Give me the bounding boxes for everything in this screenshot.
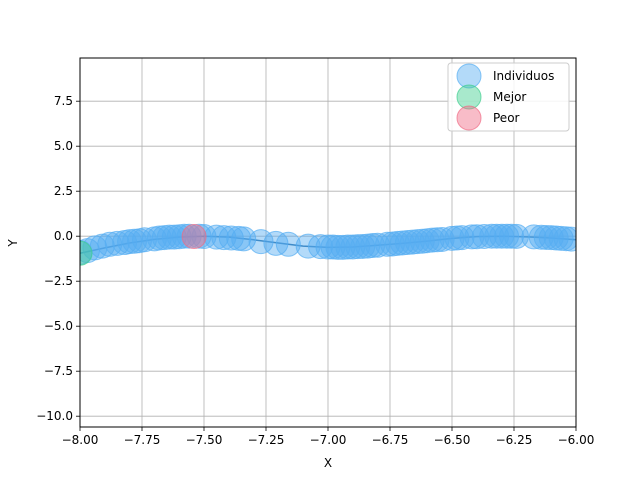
point-individuos — [558, 226, 576, 252]
y-tick-label: −10.0 — [36, 409, 73, 423]
point-individuos — [275, 231, 301, 257]
point-individuos — [365, 232, 391, 258]
x-tick-label: −7.00 — [310, 433, 347, 447]
legend-marker-mejor — [456, 84, 482, 110]
point-individuos — [82, 235, 108, 261]
point-individuos — [503, 223, 529, 249]
x-tick-label: −7.25 — [248, 433, 285, 447]
plot-area — [80, 223, 576, 266]
x-tick-label: −8.00 — [62, 433, 99, 447]
point-mejor — [80, 240, 93, 266]
legend-box — [447, 62, 570, 132]
y-tick-label: −5.0 — [44, 319, 73, 333]
point-individuos — [553, 226, 576, 252]
point-peor — [181, 224, 207, 250]
series-individuos — [80, 223, 576, 265]
point-individuos — [449, 225, 475, 251]
y-tick-label: −7.5 — [44, 364, 73, 378]
y-axis-label: Y — [6, 239, 20, 248]
legend-label-peor: Peor — [493, 111, 520, 125]
x-tick-label: −6.25 — [496, 433, 533, 447]
legend-marker-individuos — [456, 63, 482, 89]
point-individuos — [211, 225, 237, 251]
legend-label-mejor: Mejor — [493, 90, 526, 104]
y-tick-label: 7.5 — [54, 94, 73, 108]
x-tick-label: −7.50 — [186, 433, 223, 447]
x-tick-label: −7.75 — [124, 433, 161, 447]
series-peor — [181, 224, 207, 250]
y-tick-label: 2.5 — [54, 184, 73, 198]
x-axis-label: X — [324, 456, 332, 470]
x-tick-label: −6.50 — [434, 433, 471, 447]
legend-marker-peor — [456, 105, 482, 131]
x-tick-label: −6.00 — [558, 433, 595, 447]
y-tick-label: −2.5 — [44, 274, 73, 288]
y-tick-label: 5.0 — [54, 139, 73, 153]
y-tick-label: 0.0 — [54, 229, 73, 243]
point-individuos — [464, 224, 490, 250]
y-axis: −10.0 −7.5 −5.0 −2.5 0.0 2.5 5.0 7.5 — [36, 94, 80, 423]
series-mejor — [80, 240, 93, 266]
x-tick-label: −6.75 — [372, 433, 409, 447]
point-individuos — [203, 224, 229, 250]
legend: Individuos Mejor Peor — [447, 62, 570, 132]
legend-label-individuos: Individuos — [493, 69, 554, 83]
x-axis: −8.00 −7.75 −7.50 −7.25 −7.00 −6.75 −6.50 −6.25… — [62, 427, 595, 447]
